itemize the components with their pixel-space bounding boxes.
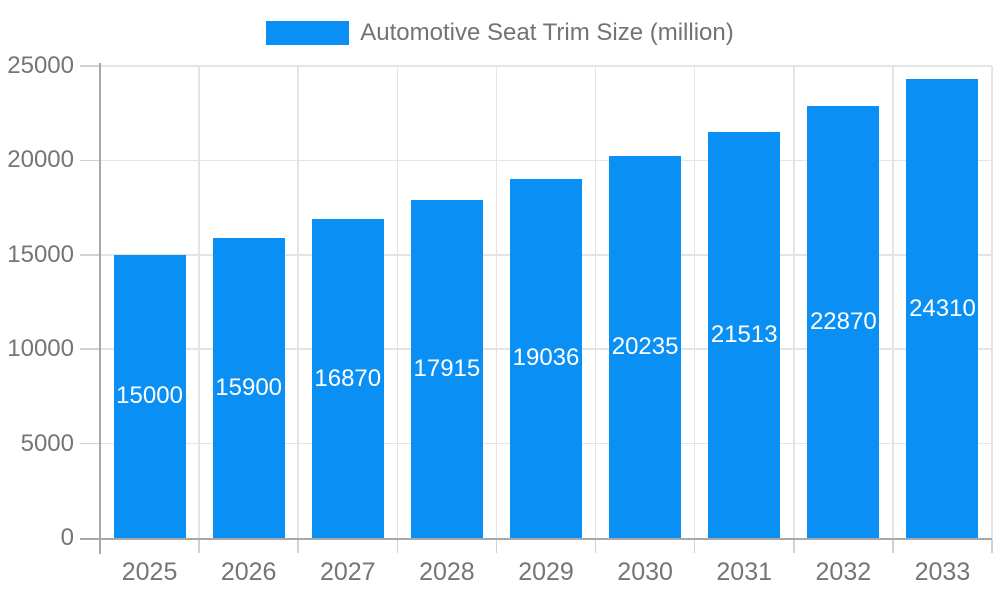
gridline-vertical [693,66,696,538]
y-tick-label: 0 [60,524,74,551]
bar-2029 [510,178,582,538]
bar-value-label: 17915 [413,354,481,382]
x-tick-label: 2032 [815,558,872,586]
gridline-vertical [892,66,894,538]
x-tick-label: 2030 [617,558,673,586]
x-axis-tick [594,539,597,553]
gridline-vertical [396,66,399,538]
y-axis-tick [80,442,100,445]
x-axis-line [80,537,992,540]
bar-2027 [311,219,384,538]
legend-label: Automotive Seat Trim Size (million) [360,19,734,46]
y-tick-label: 5000 [20,429,74,457]
x-axis-tick [297,539,299,553]
bar-2031 [708,131,781,538]
x-axis-tick [892,539,894,553]
y-tick-label: 20000 [7,146,74,174]
legend-swatch-icon [266,21,350,45]
gridline-vertical [991,66,993,538]
y-axis-tick [80,254,100,256]
y-axis-tick [80,159,100,162]
legend: Automotive Seat Trim Size (million) [0,19,1000,47]
bar-value-label: 22870 [809,308,877,336]
bar-value-label: 20235 [611,332,679,360]
x-axis-tick [198,539,200,553]
x-axis-tick [991,539,993,553]
bar-value-label: 19036 [512,344,580,372]
x-axis-tick [793,539,795,553]
x-tick-label: 2029 [518,558,574,586]
x-tick-label: 2033 [914,558,971,586]
y-tick-label: 15000 [7,240,74,268]
y-tick-label: 10000 [7,335,74,363]
gridline-vertical [198,66,200,538]
y-axis-tick [80,65,100,67]
x-tick-label: 2028 [419,558,475,586]
x-axis-tick [693,539,696,553]
x-tick-label: 2026 [220,558,277,586]
y-axis-line [99,63,101,554]
bar-value-label: 24310 [909,294,976,322]
bar-2030 [609,155,682,538]
gridline-vertical [793,66,795,538]
x-tick-label: 2031 [716,558,773,586]
gridline-horizontal [100,65,992,67]
legend-item[interactable]: Automotive Seat Trim Size (million) [266,19,734,47]
y-axis-tick [80,348,100,350]
bar-value-label: 15900 [215,373,283,401]
x-tick-label: 2027 [319,558,376,586]
bar-value-label: 21513 [710,320,778,348]
x-tick-label: 2025 [121,558,178,586]
gridline-horizontal [100,159,992,162]
bar-2026 [212,237,285,538]
bar-2025 [113,254,186,538]
x-axis-tick [495,539,498,553]
gridline-vertical [297,66,299,538]
bar-value-label: 15000 [116,382,183,410]
gridline-vertical [594,66,597,538]
bar-value-label: 16870 [314,364,382,392]
y-tick-label: 25000 [7,52,74,79]
bar-2032 [807,106,880,538]
bar-2033 [906,79,979,538]
gridline-vertical [495,66,498,538]
x-axis-tick [396,539,399,553]
bar-2028 [410,199,483,538]
